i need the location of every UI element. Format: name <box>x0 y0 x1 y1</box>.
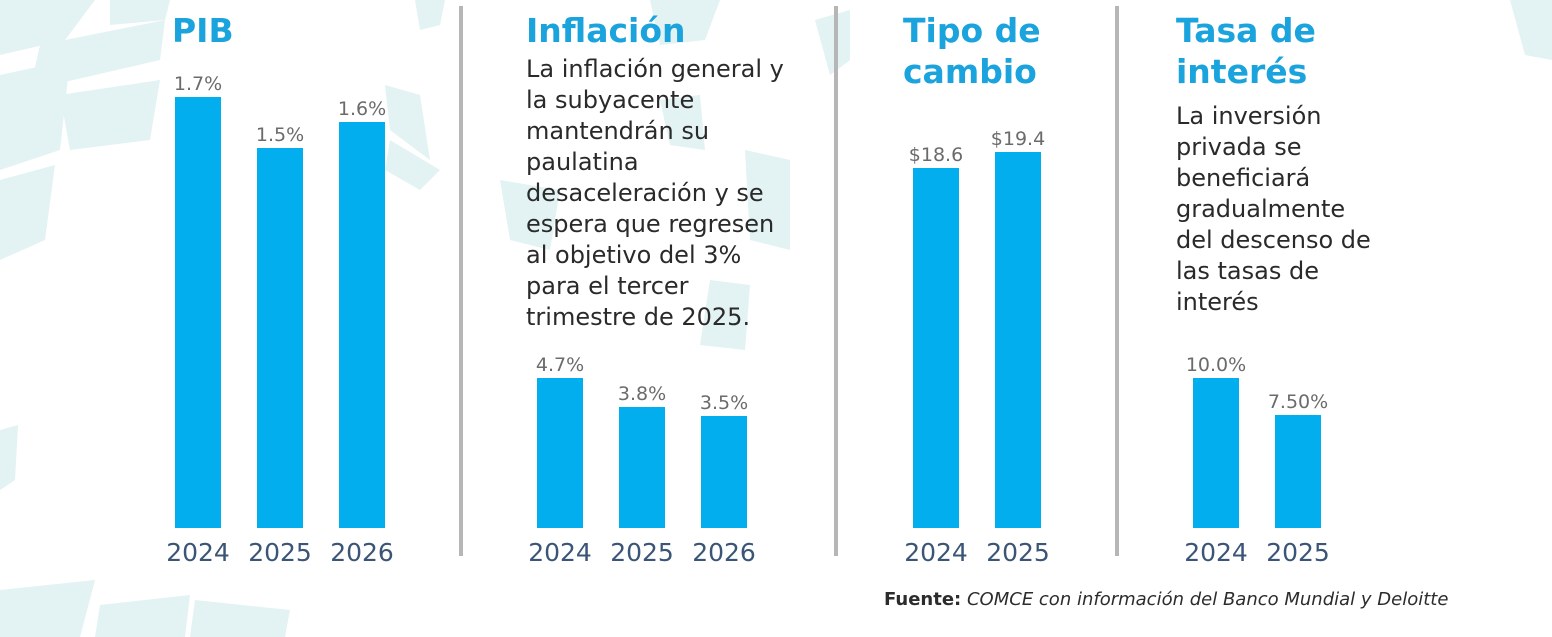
tipo-cambio-year-label: 2024 <box>904 538 968 567</box>
inflacion-title: Inflación <box>526 11 686 50</box>
pib-bar-2025 <box>257 148 303 528</box>
pib-year-label: 2024 <box>166 538 230 567</box>
source-label: Fuente: <box>884 589 962 610</box>
tasa-interes-year-label: 2025 <box>1266 538 1330 567</box>
inflacion-value-label: 3.8% <box>617 383 667 405</box>
panel-divider <box>834 6 838 556</box>
tipo-cambio-value-label: $19.4 <box>990 128 1046 150</box>
pib-year-label: 2026 <box>330 538 394 567</box>
pib-title: PIB <box>172 11 234 50</box>
tasa-interes-title: Tasa de interés <box>1176 11 1316 91</box>
tasa-interes-bar-2025 <box>1275 415 1321 528</box>
inflacion-bar-2025 <box>619 407 665 528</box>
panel-divider <box>1115 6 1119 556</box>
tasa-interes-value-label: 10.0% <box>1185 354 1247 376</box>
panel-divider <box>459 6 463 556</box>
tasa-interes-value-label: 7.50% <box>1267 391 1329 413</box>
source-note: Fuente: COMCE con información del Banco … <box>884 589 1448 610</box>
pib-value-label: 1.6% <box>337 98 387 120</box>
tipo-cambio-bar-2025 <box>995 152 1041 528</box>
inflacion-value-label: 3.5% <box>699 392 749 414</box>
inflacion-year-label: 2025 <box>610 538 674 567</box>
pib-bar-2024 <box>175 97 221 528</box>
tipo-cambio-year-label: 2025 <box>986 538 1050 567</box>
inflacion-bar-2024 <box>537 378 583 528</box>
inflacion-value-label: 4.7% <box>535 354 585 376</box>
tipo-cambio-title: Tipo de cambio <box>903 11 1041 91</box>
inflacion-bar-2026 <box>701 416 747 528</box>
pib-value-label: 1.5% <box>255 124 305 146</box>
inflacion-year-label: 2024 <box>528 538 592 567</box>
pib-bar-2026 <box>339 122 385 528</box>
pib-year-label: 2025 <box>248 538 312 567</box>
tasa-interes-year-label: 2024 <box>1184 538 1248 567</box>
tasa-interes-description: La inversión privada se beneficiará grad… <box>1176 102 1371 316</box>
pib-value-label: 1.7% <box>173 73 223 95</box>
source-text: COMCE con información del Banco Mundial … <box>966 589 1449 610</box>
inflacion-year-label: 2026 <box>692 538 756 567</box>
tipo-cambio-bar-2024 <box>913 168 959 528</box>
tipo-cambio-value-label: $18.6 <box>908 144 964 166</box>
tasa-interes-bar-2024 <box>1193 378 1239 528</box>
inflacion-description: La inflación general y la subyacente man… <box>526 55 784 331</box>
